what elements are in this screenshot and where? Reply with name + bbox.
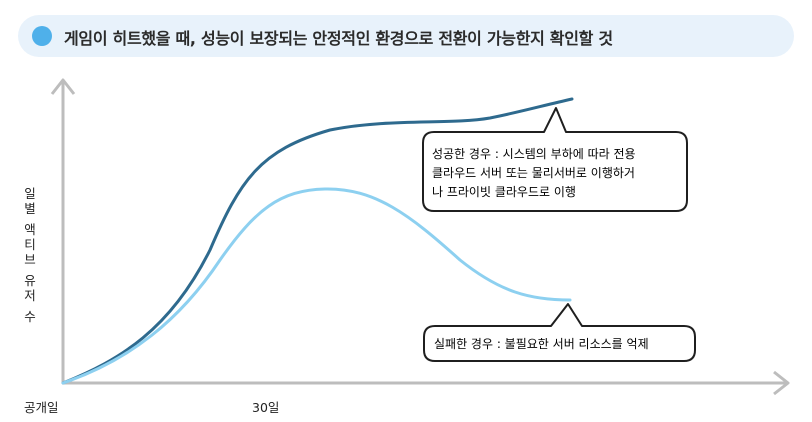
annotation-success-line-1: 성공한 경우 : 시스템의 부하에 따라 전용	[432, 147, 636, 161]
annotation-failure-line-1: 실패한 경우 : 불필요한 서버 리소스를 억제	[434, 337, 649, 351]
annotation-success-line-3: 나 프라이빗 클라우드로 이행	[432, 184, 576, 199]
y-axis-label-char: 티	[24, 237, 36, 252]
header-title: 게임이 히트했을 때, 성능이 보장되는 안정적인 환경으로 전환이 가능한지 …	[64, 29, 613, 48]
y-axis-label-char: 저	[24, 288, 36, 303]
annotation-success: 성공한 경우 : 시스템의 부하에 따라 전용 클라우드 서버 또는 물리서버로…	[422, 107, 688, 212]
annotation-failure-bubble	[423, 303, 696, 362]
x-tick-label-release: 공개일	[24, 400, 59, 415]
annotation-success-bubble	[422, 107, 688, 212]
y-axis-arrow-icon	[50, 78, 76, 95]
series-line-failure	[61, 187, 572, 385]
x-axis-arrow-icon	[773, 370, 790, 396]
y-axis-label-char: 액	[24, 222, 36, 237]
series-line-success	[61, 97, 574, 385]
annotation-failure: 실패한 경우 : 불필요한 서버 리소스를 억제	[423, 303, 696, 362]
y-axis-label-char: 일	[24, 186, 36, 201]
header-banner: 게임이 히트했을 때, 성능이 보장되는 안정적인 환경으로 전환이 가능한지 …	[18, 15, 794, 57]
x-tick-label-30days: 30일	[252, 400, 280, 415]
annotation-success-line-2: 클라우드 서버 또는 물리서버로 이행하거	[432, 165, 635, 180]
y-axis-label-char: 유	[24, 273, 36, 288]
y-axis-label-char: 브	[24, 252, 36, 267]
bullet-dot-icon	[32, 26, 52, 46]
y-axis-label-char: 수	[24, 309, 36, 324]
y-axis-label-char: 별	[24, 201, 36, 216]
